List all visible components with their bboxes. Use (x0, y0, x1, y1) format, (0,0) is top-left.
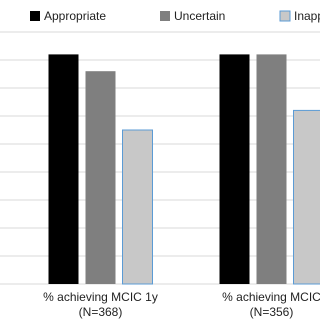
x-tick-sublabel: (N=368) (79, 305, 123, 319)
legend-swatch (30, 11, 40, 21)
bar (256, 54, 287, 285)
legend-swatch (160, 11, 170, 21)
bar (85, 71, 116, 284)
x-tick-label: % achieving MCIC (222, 290, 320, 304)
legend-label: Uncertain (174, 9, 225, 23)
x-tick-sublabel: (N=356) (250, 305, 294, 319)
x-tick-label: % achieving MCIC 1y (43, 290, 158, 304)
legend-label: Appropriate (44, 9, 106, 23)
bar (293, 109, 320, 285)
bar (48, 54, 79, 285)
bar (122, 129, 153, 285)
bar (219, 54, 250, 285)
legend-swatch (279, 10, 291, 22)
legend-label: Inappropriate (294, 9, 320, 23)
